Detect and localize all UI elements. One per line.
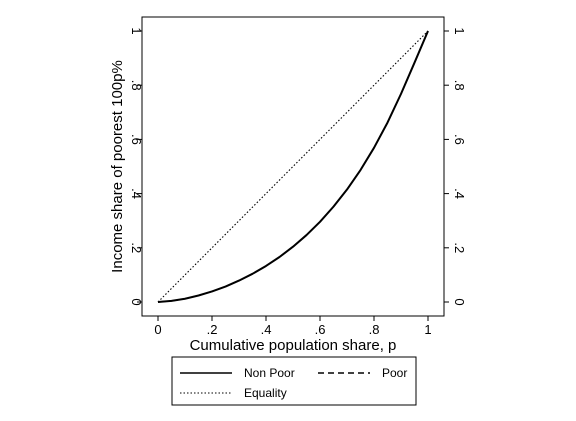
axis-ticks: 0 .2 .4 .6 .8 1 0 0 .2 .2 .4 .4 .6 .6 .8 .8 1 1 — [129, 27, 467, 337]
y-tick-label-left: .6 — [129, 134, 144, 145]
series-line-poor — [157, 30, 429, 303]
y-tick-label-left: .2 — [129, 242, 144, 253]
legend: Non Poor Poor Equality — [180, 366, 407, 400]
legend-box — [171, 356, 417, 406]
plot-frame — [141, 16, 445, 317]
y-tick-label-right: 0 — [452, 298, 467, 305]
x-tick-label: .4 — [261, 322, 272, 337]
y-tick-label-right: .4 — [452, 188, 467, 199]
y-tick-label-right: 1 — [452, 27, 467, 34]
legend-label-poor: Poor — [382, 366, 407, 380]
x-tick-label: 1 — [424, 322, 431, 337]
x-tick-label: .6 — [315, 322, 326, 337]
legend-label-non-poor: Non Poor — [244, 366, 295, 380]
x-axis-title: Cumulative population share, p — [190, 337, 397, 354]
y-axis-title: Income share of poorest 100p% — [109, 60, 126, 273]
x-tick-label: 0 — [154, 322, 161, 337]
y-tick-label-left: 1 — [129, 27, 144, 34]
legend-label-equality: Equality — [244, 386, 287, 400]
series-line-equality — [157, 30, 429, 303]
x-tick-label: .8 — [369, 322, 380, 337]
y-tick-label-left: .4 — [129, 188, 144, 199]
y-tick-label-right: .2 — [452, 242, 467, 253]
series-lines — [157, 30, 429, 303]
x-tick-label: .2 — [207, 322, 218, 337]
y-tick-label-left: .8 — [129, 80, 144, 91]
y-tick-label-right: .6 — [452, 134, 467, 145]
y-tick-label-left: 0 — [129, 298, 144, 305]
y-tick-label-right: .8 — [452, 80, 467, 91]
